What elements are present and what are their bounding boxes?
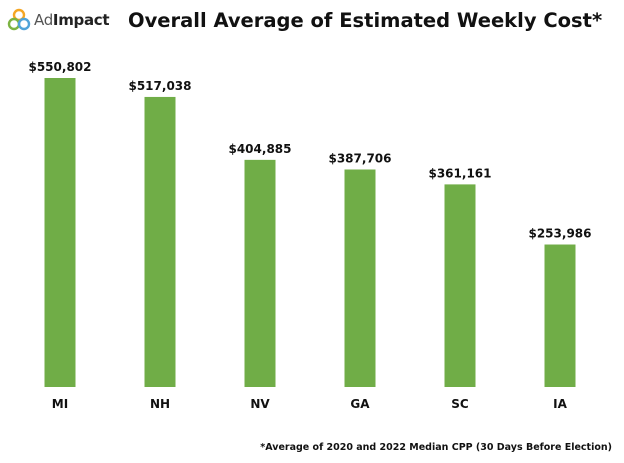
footnote: *Average of 2020 and 2022 Median CPP (30… xyxy=(260,442,612,453)
data-label-ia: $253,986 xyxy=(528,227,591,241)
x-tick-label-ga: GA xyxy=(350,397,370,411)
bar-nh xyxy=(144,96,176,387)
bar-ga xyxy=(344,169,376,387)
data-label-sc: $361,161 xyxy=(428,166,491,180)
x-tick-label-ia: IA xyxy=(553,397,567,411)
data-label-mi: $550,802 xyxy=(28,60,91,74)
logo-text-ad: Ad xyxy=(34,11,53,29)
bar-nv xyxy=(244,159,276,387)
x-tick-label-nh: NH xyxy=(150,397,170,411)
data-label-ga: $387,706 xyxy=(328,151,391,165)
x-tick-label-nv: NV xyxy=(250,397,270,411)
chart-title: Overall Average of Estimated Weekly Cost… xyxy=(128,9,603,32)
logo-text-impact: Impact xyxy=(52,11,110,29)
adimpact-logo-icon xyxy=(7,8,31,31)
x-tick-label-mi: MI xyxy=(52,397,68,411)
bar-mi xyxy=(44,78,76,387)
data-label-nv: $404,885 xyxy=(228,142,291,156)
bar-sc xyxy=(444,184,476,387)
bar-ia xyxy=(544,244,576,387)
x-tick-label-sc: SC xyxy=(451,397,469,411)
adimpact-logo: Ad Impact xyxy=(6,6,110,34)
data-label-nh: $517,038 xyxy=(128,79,191,93)
